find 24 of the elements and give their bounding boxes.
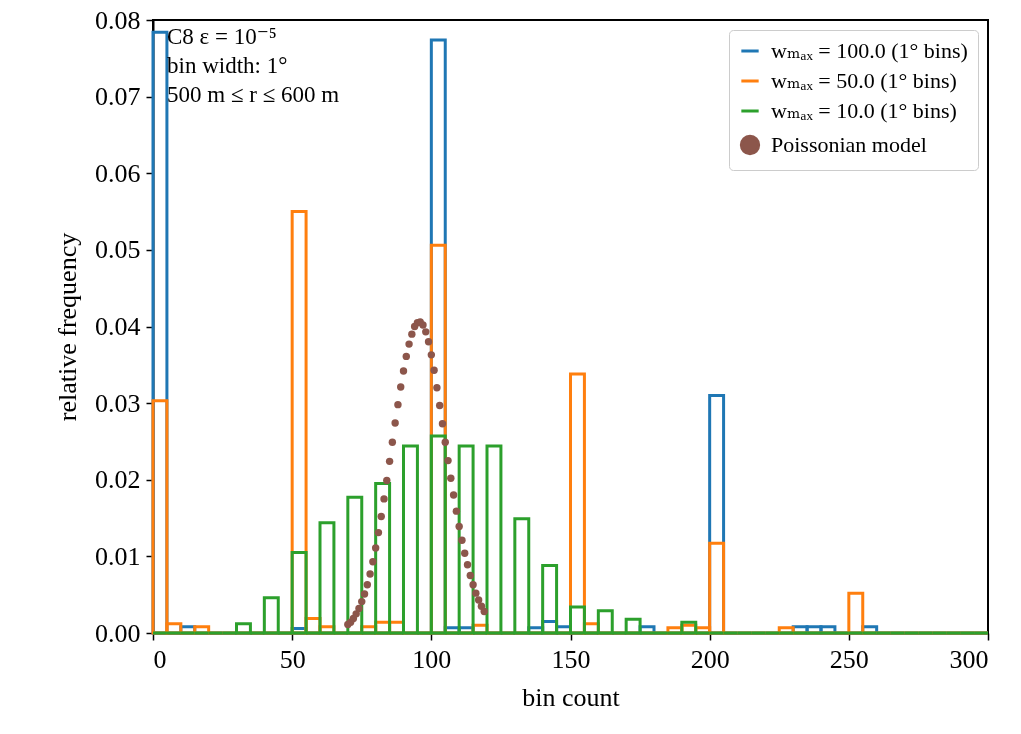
x-tick-label: 200 [690, 644, 730, 674]
y-tick-label: 0.03 [95, 388, 141, 418]
y-tick-label: 0.00 [95, 618, 141, 648]
x-tick-label: 100 [412, 644, 452, 674]
x-tick-label: 50 [279, 644, 306, 674]
y-tick-label: 0.06 [95, 158, 141, 188]
legend-label: wₘₐₓ = 100.0 (1° bins) [771, 38, 968, 63]
y-tick-label: 0.04 [95, 312, 141, 341]
legend-label: wₘₐₓ = 10.0 (1° bins) [771, 98, 957, 123]
legend-label: Poissonian model [771, 132, 927, 157]
legend-label: wₘₐₓ = 50.0 (1° bins) [771, 68, 957, 93]
x-tick-label: 250 [829, 644, 869, 674]
x-tick-label: 0 [153, 644, 167, 674]
x-tick-label: 300 [949, 644, 989, 674]
x-axis-title: bin count [522, 682, 621, 712]
x-tick-label: 150 [551, 644, 591, 674]
y-axis-title: relative frequency [53, 232, 82, 422]
annotation: C8 ε = 10⁻⁵ [167, 24, 277, 49]
y-tick-label: 0.01 [95, 541, 141, 571]
y-tick-label: 0.07 [95, 82, 141, 112]
annotation: 500 m ≤ r ≤ 600 m [167, 82, 340, 107]
y-tick-label: 0.02 [95, 465, 141, 495]
y-tick-label: 0.08 [95, 5, 141, 35]
y-tick-label: 0.05 [95, 235, 141, 265]
